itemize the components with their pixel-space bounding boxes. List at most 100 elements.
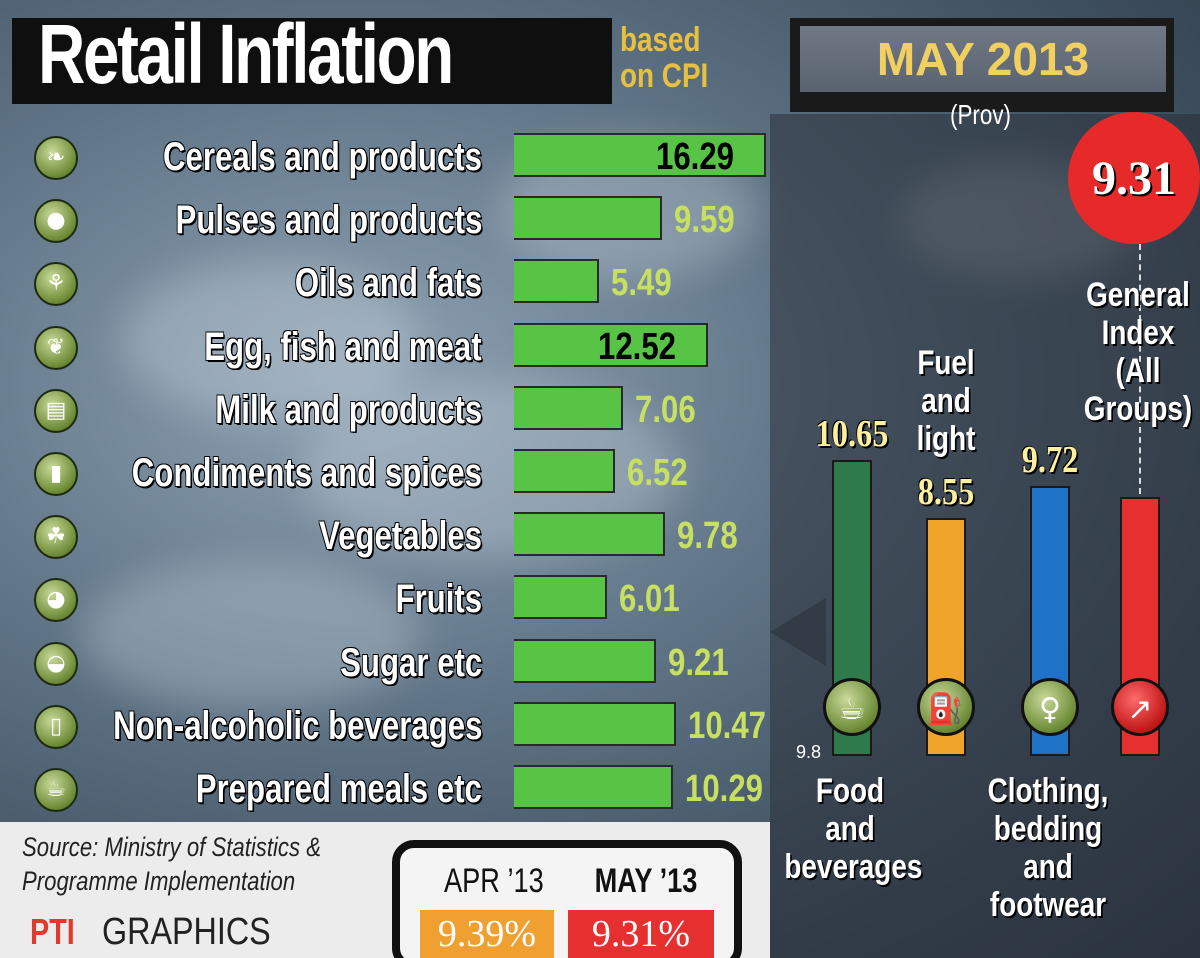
fuel-nozzle-icon: ⛽ — [917, 678, 975, 736]
category-row: ☕ Prepared meals etc 10.29 — [0, 762, 780, 816]
category-bar — [514, 385, 624, 430]
category-bar — [514, 765, 674, 809]
axis-tick-label: 9.8 — [796, 742, 822, 762]
group-label: Clothing, bedding and footwear — [981, 772, 1115, 924]
panel-pointer — [770, 598, 826, 666]
title-bar — [12, 18, 612, 104]
source-line-1: Source: Ministry of Statistics & — [22, 832, 321, 862]
category-label: Egg, fish and meat — [204, 324, 482, 369]
general-index-circle — [1068, 112, 1200, 244]
source-note: Source: Ministry of Statistics & Program… — [22, 830, 321, 898]
category-bar — [514, 512, 666, 557]
group-label-line: Food — [815, 772, 885, 810]
category-label: Sugar etc — [339, 640, 482, 685]
category-value: 6.01 — [618, 578, 680, 621]
month-label: MAY 2013 — [800, 26, 1166, 92]
source-line-2: Programme Implementation — [22, 866, 296, 896]
category-label: Fruits — [395, 577, 482, 622]
category-value: 9.78 — [677, 515, 738, 558]
category-value: 9.21 — [668, 641, 730, 684]
may-label: MAY ’13 — [594, 862, 698, 900]
category-row: ◕ Fruits 6.01 — [0, 572, 780, 626]
apr-label: APR ’13 — [444, 862, 544, 900]
group-value: 8.55 — [917, 471, 975, 514]
category-value: 6.52 — [626, 452, 688, 494]
group-label-line: bedding — [993, 810, 1103, 848]
vegetables-icon: ☘ — [34, 515, 78, 560]
category-row: ▤ Milk and products 7.06 — [0, 383, 780, 437]
category-bar — [514, 196, 663, 241]
category-value: 9.59 — [674, 199, 735, 242]
category-bar — [514, 638, 657, 683]
category-label: Condiments and spices — [131, 451, 482, 495]
group-label-line: (All — [1115, 352, 1161, 390]
general-index-value: 9.31 — [1092, 152, 1176, 205]
spices-icon: ▮ — [34, 452, 78, 496]
category-value: 7.06 — [635, 388, 696, 431]
category-value: 10.29 — [685, 768, 764, 810]
subtitle-line-2: on CPI — [620, 57, 709, 95]
category-label: Vegetables — [318, 514, 482, 559]
group-label-line: light — [916, 420, 976, 458]
category-value: 5.49 — [610, 262, 672, 305]
provisional-note: (Prov) — [950, 99, 1011, 130]
category-row: ❧ Cereals and products 16.29 — [0, 130, 780, 184]
category-row: ☘ Vegetables 9.78 — [0, 509, 780, 563]
beverage-can-icon: ▯ — [34, 704, 78, 749]
fruits-icon: ◕ — [34, 578, 78, 623]
milk-icon: ▤ — [34, 388, 78, 433]
category-bar — [514, 133, 766, 177]
category-label: Pulses and products — [175, 198, 482, 243]
group-value: 9.72 — [1021, 438, 1079, 481]
pulses-icon: ● — [34, 199, 78, 244]
group-label-line: beverages — [784, 848, 923, 886]
subtitle: based on CPI — [620, 22, 708, 94]
wheat-icon: ❧ — [34, 136, 78, 180]
category-row: ◒ Sugar etc 9.21 — [0, 636, 780, 690]
may-value: 9.31% — [568, 910, 714, 958]
group-label-line: and — [1023, 848, 1073, 886]
category-label: Non-alcoholic beverages — [112, 703, 482, 748]
category-label: Milk and products — [215, 387, 482, 432]
category-label: Prepared meals etc — [195, 767, 482, 811]
category-bar — [514, 701, 676, 746]
category-bar — [514, 259, 599, 304]
group-label-line: Groups) — [1083, 390, 1193, 428]
page-title: Retail Inflation — [38, 7, 454, 101]
category-value: 10.47 — [687, 704, 766, 747]
category-row: ▯ Non-alcoholic beverages 10.47 — [0, 699, 780, 753]
oil-icon: ⚘ — [34, 262, 78, 307]
group-label-line: Index — [1101, 314, 1175, 352]
apr-value: 9.39% — [420, 910, 554, 958]
group-label-line: General — [1086, 276, 1190, 314]
category-row: ⚘ Oils and fats 5.49 — [0, 256, 780, 310]
group-label-line: and — [825, 810, 875, 848]
category-row: ● Pulses and products 9.59 — [0, 193, 780, 247]
graphics-label: GRAPHICS — [102, 911, 271, 953]
meal-icon: ☕ — [34, 768, 78, 812]
category-value: 12.52 — [597, 325, 676, 368]
category-bar — [514, 575, 607, 620]
group-label: General Index (All Groups) — [1081, 276, 1196, 428]
group-label: Food and beverages — [784, 772, 923, 886]
group-label-line: Fuel — [917, 344, 975, 382]
tea-cup-icon: ☕ — [823, 678, 881, 736]
category-label: Cereals and products — [162, 135, 482, 179]
category-row: ▮ Condiments and spices 6.52 — [0, 446, 780, 500]
group-label-line: and — [921, 382, 971, 420]
group-label: Fuel and light — [898, 344, 993, 458]
general-index-leader-line — [1139, 244, 1141, 494]
category-bar — [514, 322, 708, 367]
rising-chart-icon: ↗ — [1111, 678, 1169, 736]
category-value: 16.29 — [656, 136, 734, 178]
subtitle-line-1: based — [620, 21, 701, 59]
category-row: ❦ Egg, fish and meat 12.52 — [0, 320, 780, 374]
group-label-line: Clothing, — [987, 772, 1109, 810]
shirt-icon: ♀ — [1021, 678, 1079, 736]
sugar-icon: ◒ — [34, 641, 78, 686]
category-bar — [514, 449, 615, 493]
group-label-line: footwear — [989, 886, 1107, 924]
group-value: 10.65 — [815, 413, 889, 455]
category-label: Oils and fats — [294, 261, 482, 306]
